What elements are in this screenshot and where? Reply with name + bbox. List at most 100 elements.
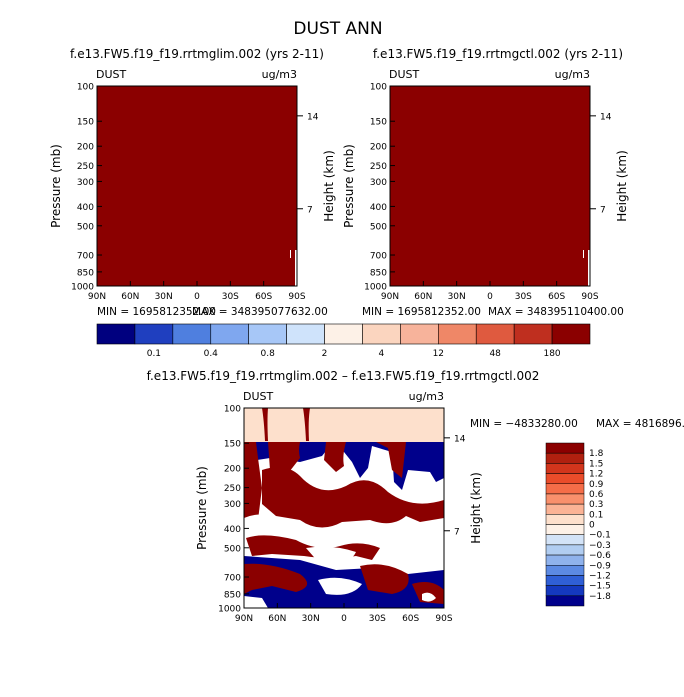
colorbar-swatch xyxy=(545,442,585,454)
field-fill xyxy=(97,86,297,286)
colorbar-swatch xyxy=(545,493,585,505)
x-tick-label: 60N xyxy=(121,292,139,302)
colorbar-label: −0.3 xyxy=(589,541,611,551)
colorbar-swatch xyxy=(545,473,585,484)
x-tick-label: 30N xyxy=(155,292,173,302)
x-tick-label: 60N xyxy=(414,292,432,302)
x-tick-label: 0 xyxy=(341,614,347,624)
colorbar-top: 0.1 0.4 0.8 2 4 12 48 180 xyxy=(96,323,591,359)
right-axis-title: Height (km) xyxy=(322,150,336,221)
x-tick-label: 0 xyxy=(487,292,493,302)
field-edge xyxy=(290,258,293,286)
colorbar-difference: 1.81.51.20.90.60.30.10−0.1−0.3−0.6−0.9−1… xyxy=(545,442,611,607)
colorbar-label: 1.5 xyxy=(589,459,603,469)
y-tick-label: 1000 xyxy=(364,283,387,293)
y-tick-label: 100 xyxy=(370,83,387,93)
colorbar-label: 0.8 xyxy=(260,349,275,359)
y-tick-label: 500 xyxy=(224,544,241,554)
units-label: ug/m3 xyxy=(555,68,590,81)
min-label: MIN = −4833280.00 xyxy=(470,418,578,430)
colorbar-swatch xyxy=(545,595,585,607)
colorbar-label: −1.8 xyxy=(589,592,611,602)
right-axis-title: Height (km) xyxy=(469,472,483,543)
colorbar-label: 0.1 xyxy=(147,349,161,359)
figure-title: DUST ANN xyxy=(293,19,382,39)
y-tick-label: 500 xyxy=(370,222,387,232)
colorbar-swatch xyxy=(286,323,325,345)
panel-title: f.e13.FW5.f19_f19.rrtmglim.002 – f.e13.F… xyxy=(147,369,540,383)
colorbar-label: −1.5 xyxy=(589,582,611,592)
y-tick-label: 400 xyxy=(77,203,94,213)
field-edge xyxy=(586,238,588,286)
colorbar-swatch xyxy=(362,323,401,345)
positive-contour xyxy=(244,442,262,520)
colorbar-label: 1.2 xyxy=(589,470,603,480)
y-tick-label: 100 xyxy=(224,405,241,415)
right-tick-label: 7 xyxy=(600,205,606,215)
colorbar-label: 0.1 xyxy=(589,510,603,520)
x-tick-label: 90N xyxy=(235,614,253,624)
x-tick-label: 90N xyxy=(381,292,399,302)
colorbar-swatch xyxy=(545,544,585,556)
panel-title: f.e13.FW5.f19_f19.rrtmgctl.002 (yrs 2-11… xyxy=(373,47,623,61)
right-tick-label: 14 xyxy=(307,112,319,122)
spike-contour xyxy=(262,408,268,441)
panel-title: f.e13.FW5.f19_f19.rrtmglim.002 (yrs 2-11… xyxy=(70,47,324,61)
y-axis-title: Pressure (mb) xyxy=(195,466,209,550)
colorbar-label: −0.9 xyxy=(589,561,611,571)
y-tick-label: 200 xyxy=(370,143,387,153)
corner-left-label: DUST xyxy=(96,68,127,81)
colorbar-label: −0.1 xyxy=(589,531,611,541)
x-tick-label: 60S xyxy=(402,614,419,624)
y-axis-title: Pressure (mb) xyxy=(342,144,356,228)
right-tick-label: 7 xyxy=(307,205,313,215)
y-tick-label: 300 xyxy=(370,178,387,188)
colorbar-label: 1.8 xyxy=(589,449,604,459)
y-tick-label: 400 xyxy=(370,203,387,213)
colorbar-swatch xyxy=(172,323,212,345)
x-tick-label: 90N xyxy=(88,292,106,302)
y-tick-label: 300 xyxy=(224,500,241,510)
y-tick-label: 1000 xyxy=(218,605,241,615)
y-tick-label: 250 xyxy=(370,162,387,172)
zero-contour xyxy=(306,546,356,565)
x-tick-label: 30S xyxy=(222,292,239,302)
y-tick-label: 250 xyxy=(224,484,241,494)
y-tick-label: 150 xyxy=(370,118,387,128)
colorbar-swatch xyxy=(545,452,585,464)
colorbar-swatch xyxy=(545,514,585,525)
colorbar-label: 4 xyxy=(379,349,385,359)
x-tick-label: 0 xyxy=(194,292,200,302)
x-tick-label: 60S xyxy=(548,292,565,302)
field-fill xyxy=(390,86,590,286)
colorbar-swatch xyxy=(513,323,553,345)
y-tick-label: 100 xyxy=(77,83,94,93)
colorbar-swatch xyxy=(324,323,363,345)
positive-contour xyxy=(244,563,308,594)
colorbar-swatch xyxy=(400,323,439,345)
x-tick-label: 90S xyxy=(288,292,305,302)
max-label: MAX = 4816896.00 xyxy=(596,418,684,430)
x-tick-label: 30N xyxy=(448,292,466,302)
x-tick-label: 60S xyxy=(255,292,272,302)
colorbar-label: 180 xyxy=(543,349,560,359)
units-label: ug/m3 xyxy=(409,390,444,403)
y-tick-label: 500 xyxy=(77,222,94,232)
colorbar-swatch xyxy=(551,323,591,345)
positive-contour xyxy=(360,564,409,594)
colorbar-swatch xyxy=(96,323,136,345)
x-tick-label: 60N xyxy=(268,614,286,624)
colorbar-label: 12 xyxy=(433,349,444,359)
colorbar-swatch xyxy=(545,483,585,495)
colorbar-swatch xyxy=(545,503,585,515)
field-edge xyxy=(583,258,586,286)
min-label: MIN = 1695812352.00 xyxy=(97,306,216,318)
y-tick-label: 200 xyxy=(224,465,241,475)
panel-lim: f.e13.FW5.f19_f19.rrtmglim.002 (yrs 2-11… xyxy=(49,47,336,318)
y-tick-label: 150 xyxy=(224,440,241,450)
colorbar-swatch xyxy=(545,524,585,535)
right-tick-label: 14 xyxy=(454,434,466,444)
colorbar-swatch xyxy=(545,554,585,566)
